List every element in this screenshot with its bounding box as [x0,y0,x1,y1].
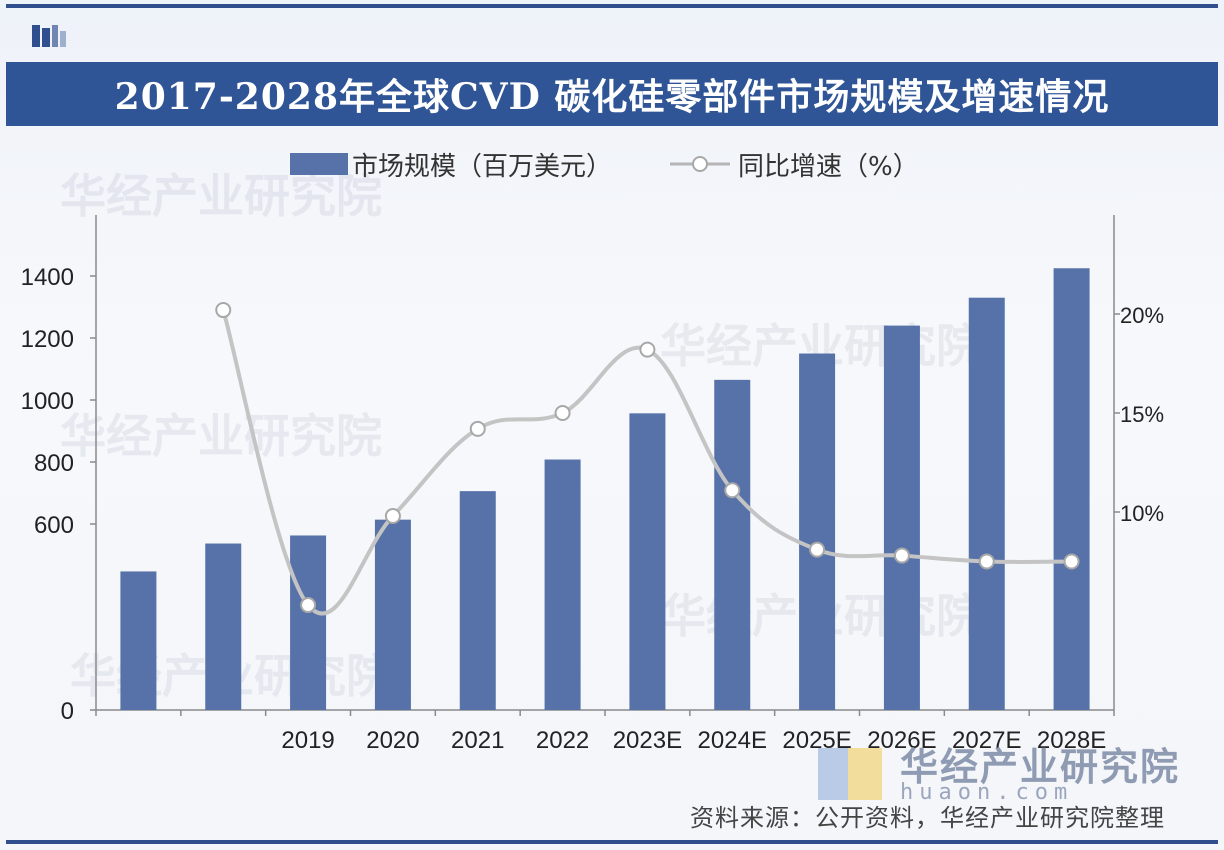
source-note: 资料来源：公开资料，华经产业研究院整理 [690,804,1165,832]
x-tick-label: 2028E [1037,727,1106,754]
x-tick-label: 2020 [366,727,419,754]
bar-2028E [1053,268,1090,710]
x-tick-label: 2023E [613,727,682,754]
y-left-tick-label: 1200 [21,326,74,353]
growth-point-2023E [639,341,656,358]
growth-point-2022 [554,405,571,421]
bar-2024E [714,379,751,710]
bar-2027E [968,297,1005,710]
growth-point-2020 [384,507,401,524]
brand-url: huaon.com [900,780,1074,805]
bottom-accent-bar [6,840,1218,844]
y-left-tick-label: 800 [34,450,74,477]
bar-2018 [205,543,242,710]
legend-line-swatch [670,156,731,172]
legend: 市场规模（百万美元） 同比增速（%） [290,144,977,184]
legend-item-line: 同比增速（%） [670,146,919,183]
chart-plot: 0 600 800 1000 1200 1400 10% 15% 20% 2019 2020 2021… [21,215,1164,754]
growth-point-2028E [1063,553,1080,570]
chart-title: 2017-2028年全球CVD 碳化硅零部件市场规模及增速情况 [114,76,1110,118]
legend-item-bar: 市场规模（百万美元） [290,146,612,183]
y-right-tick-label: 10% [1120,501,1164,526]
bar-2019 [290,535,327,710]
legend-bar-swatch [290,153,348,175]
y-right-tick-label: 15% [1120,402,1164,427]
growth-point-2019 [300,597,317,614]
bar-2025E [799,353,836,710]
x-tick-label: 2019 [281,727,334,754]
brand-logo-icon [818,748,882,800]
bar-2017 [120,571,157,710]
top-accent-bar [6,4,1218,8]
bar-2022 [544,459,581,710]
y-left-tick-label: 1400 [21,264,74,291]
legend-bar-label: 市场规模（百万美元） [352,151,613,182]
growth-point-2027E [978,553,995,570]
title-band: 2017-2028年全球CVD 碳化硅零部件市场规模及增速情况 [6,62,1218,126]
logo-icon [32,25,66,47]
growth-point-2026E [893,547,910,564]
x-tick-label: 2024E [698,727,767,754]
growth-point-2025E [809,541,826,558]
growth-point-2024E [724,482,741,499]
y-left-tick-label: 0 [61,698,74,725]
growth-point-2018 [215,302,232,319]
bar-2026E [883,325,920,710]
brand-name: 华经产业研究院 [900,745,1181,789]
bar-2023E [629,413,666,710]
legend-line-label: 同比增速（%） [738,151,919,182]
growth-point-2021 [469,420,486,437]
bar-2021 [459,491,496,710]
x-tick-label: 2022 [536,727,589,754]
x-tick-label: 2021 [451,727,504,754]
x-tick-label: 2027E [952,727,1021,754]
y-right-tick-label: 20% [1120,303,1164,328]
y-left-tick-label: 1000 [21,388,74,415]
bar-2020 [374,519,411,710]
y-left-tick-label: 600 [34,512,74,539]
